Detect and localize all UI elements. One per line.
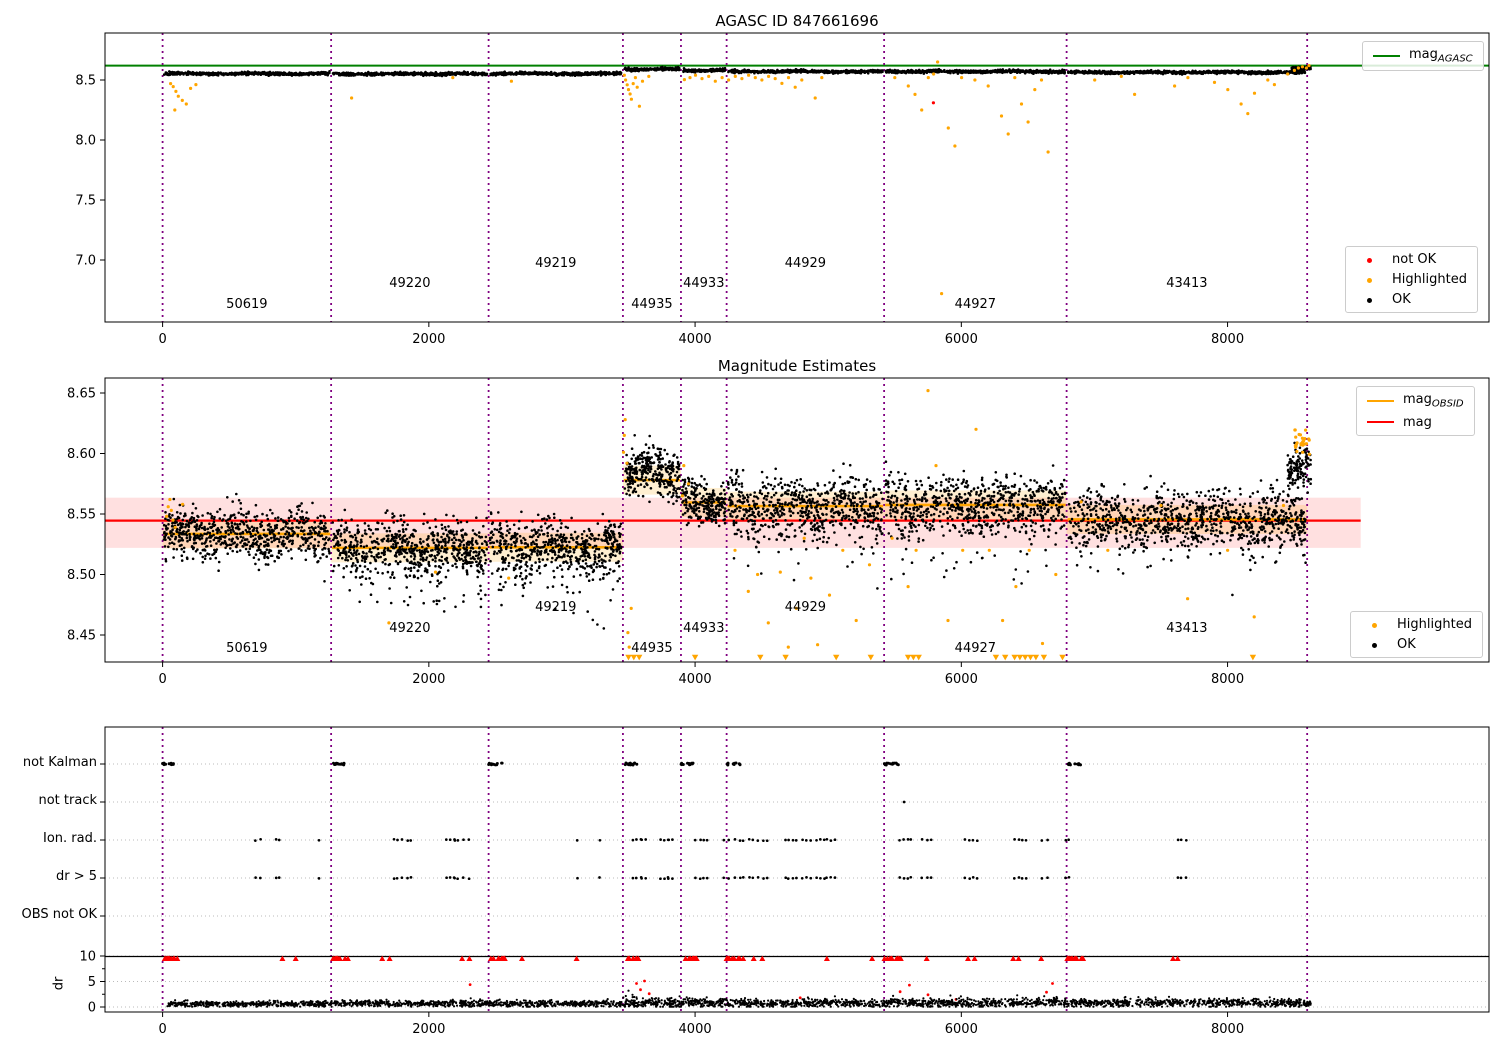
svg-text:10: 10	[79, 950, 96, 965]
svg-text:2000: 2000	[412, 332, 445, 347]
svg-text:2000: 2000	[412, 672, 445, 687]
svg-text:44935: 44935	[631, 641, 672, 656]
svg-text:0: 0	[88, 1001, 96, 1016]
legend-label: Highlighted	[1392, 272, 1467, 287]
svg-text:6000: 6000	[945, 332, 978, 347]
legend-label: OK	[1397, 637, 1416, 652]
red-dot-swatch-icon	[1356, 252, 1383, 267]
plot2-highlighted-points	[165, 389, 1312, 649]
svg-text:4000: 4000	[679, 672, 712, 687]
plot2-clipped-triangles	[625, 654, 1257, 661]
svg-text:8000: 8000	[1211, 332, 1244, 347]
red-line-swatch-icon	[1367, 421, 1394, 424]
svg-text:0: 0	[158, 672, 166, 687]
svg-text:44933: 44933	[683, 276, 724, 291]
svg-text:44929: 44929	[785, 600, 826, 615]
svg-text:8.65: 8.65	[67, 387, 96, 402]
svg-text:7.0: 7.0	[75, 254, 96, 269]
svg-text:8.5: 8.5	[75, 74, 96, 89]
legend-item-ok: OK	[1356, 292, 1467, 307]
svg-text:8.55: 8.55	[67, 508, 96, 523]
svg-text:49220: 49220	[389, 621, 430, 636]
svg-text:6000: 6000	[945, 672, 978, 687]
legend-item-ok-mid: OK	[1361, 637, 1472, 652]
orange-dot-swatch-icon	[1356, 272, 1383, 287]
svg-text:50619: 50619	[226, 641, 267, 656]
legend-point-types-middle: Highlighted OK	[1350, 611, 1483, 658]
legend-item-mag-obsid: magOBSID	[1367, 392, 1464, 410]
svg-text:50619: 50619	[226, 297, 267, 312]
svg-text:6000: 6000	[945, 1022, 978, 1037]
svg-text:8.50: 8.50	[67, 568, 96, 583]
svg-text:44933: 44933	[683, 621, 724, 636]
dr-axis-label: dr	[51, 976, 67, 991]
svg-text:43413: 43413	[1166, 621, 1207, 636]
row-label-obs-not-ok: OBS not OK	[21, 907, 98, 922]
svg-text:4000: 4000	[679, 332, 712, 347]
row-label-not-track: not track	[38, 793, 97, 808]
plot2-ok-points	[162, 434, 1313, 630]
svg-text:49219: 49219	[535, 600, 576, 615]
svg-text:8.0: 8.0	[75, 134, 96, 149]
svg-text:0: 0	[158, 332, 166, 347]
legend-mag-agasc: magAGASC	[1362, 41, 1484, 71]
legend-item-mag-agasc: magAGASC	[1373, 47, 1473, 65]
plot2-title: Magnitude Estimates	[717, 357, 877, 375]
plot3-dr-capped-triangles	[161, 955, 1181, 961]
svg-text:44935: 44935	[631, 297, 672, 312]
orange-dot-swatch-icon	[1361, 617, 1388, 632]
svg-text:8.60: 8.60	[67, 447, 96, 462]
svg-text:8.45: 8.45	[67, 629, 96, 644]
plot3: 10 5 0 0 2000 4000 6000 8000	[79, 726, 1490, 1037]
plot3-dr-red-points	[468, 979, 1054, 1001]
svg-text:0: 0	[158, 1022, 166, 1037]
svg-text:49219: 49219	[535, 256, 576, 271]
legend-mag-lines: magOBSID mag	[1356, 386, 1475, 436]
legend-label: mag	[1403, 414, 1432, 430]
plot1: 50619 49220 49219 44935 44933 44929 44927 43413…	[75, 32, 1490, 347]
plot3-dr-points	[166, 989, 1312, 1008]
svg-text:44929: 44929	[785, 256, 826, 271]
legend-item-mag: mag	[1367, 415, 1464, 430]
svg-text:7.5: 7.5	[75, 194, 96, 209]
plot3-not-kalman-points	[161, 761, 1083, 767]
plot1-title: AGASC ID 847661696	[715, 12, 879, 30]
legend-item-not-ok: not OK	[1356, 252, 1467, 267]
plot3-ion-rad-points	[253, 837, 1188, 843]
svg-text:8000: 8000	[1211, 1022, 1244, 1037]
legend-label: Highlighted	[1397, 617, 1472, 632]
row-label-not-kalman: not Kalman	[22, 755, 97, 770]
green-line-swatch-icon	[1373, 54, 1400, 57]
svg-text:44927: 44927	[955, 297, 996, 312]
plot1-highlighted-points	[169, 60, 1311, 296]
svg-text:49220: 49220	[389, 276, 430, 291]
svg-text:2000: 2000	[412, 1022, 445, 1037]
legend-label: magAGASC	[1409, 47, 1473, 65]
svg-text:4000: 4000	[679, 1022, 712, 1037]
svg-text:44927: 44927	[955, 641, 996, 656]
plot1-ok-points	[162, 65, 1312, 78]
legend-point-types-top: not OK Highlighted OK	[1345, 246, 1478, 313]
black-dot-swatch-icon	[1361, 637, 1388, 652]
plot2: 50619 49220 49219 44935 44933 44929 44927 43413…	[67, 377, 1490, 687]
legend-label: magOBSID	[1403, 392, 1464, 410]
svg-text:8000: 8000	[1211, 672, 1244, 687]
legend-label: OK	[1392, 292, 1411, 307]
legend-item-highlighted-mid: Highlighted	[1361, 617, 1472, 632]
row-label-ion-rad: Ion. rad.	[43, 831, 97, 846]
plot3-dr-gt5-points	[254, 875, 1188, 881]
svg-text:5: 5	[88, 975, 96, 990]
row-label-dr-gt-5: dr > 5	[55, 869, 97, 884]
legend-item-highlighted: Highlighted	[1356, 272, 1467, 287]
black-dot-swatch-icon	[1356, 292, 1383, 307]
legend-label: not OK	[1392, 252, 1437, 267]
svg-text:43413: 43413	[1166, 276, 1207, 291]
orange-line-swatch-icon	[1367, 399, 1394, 402]
